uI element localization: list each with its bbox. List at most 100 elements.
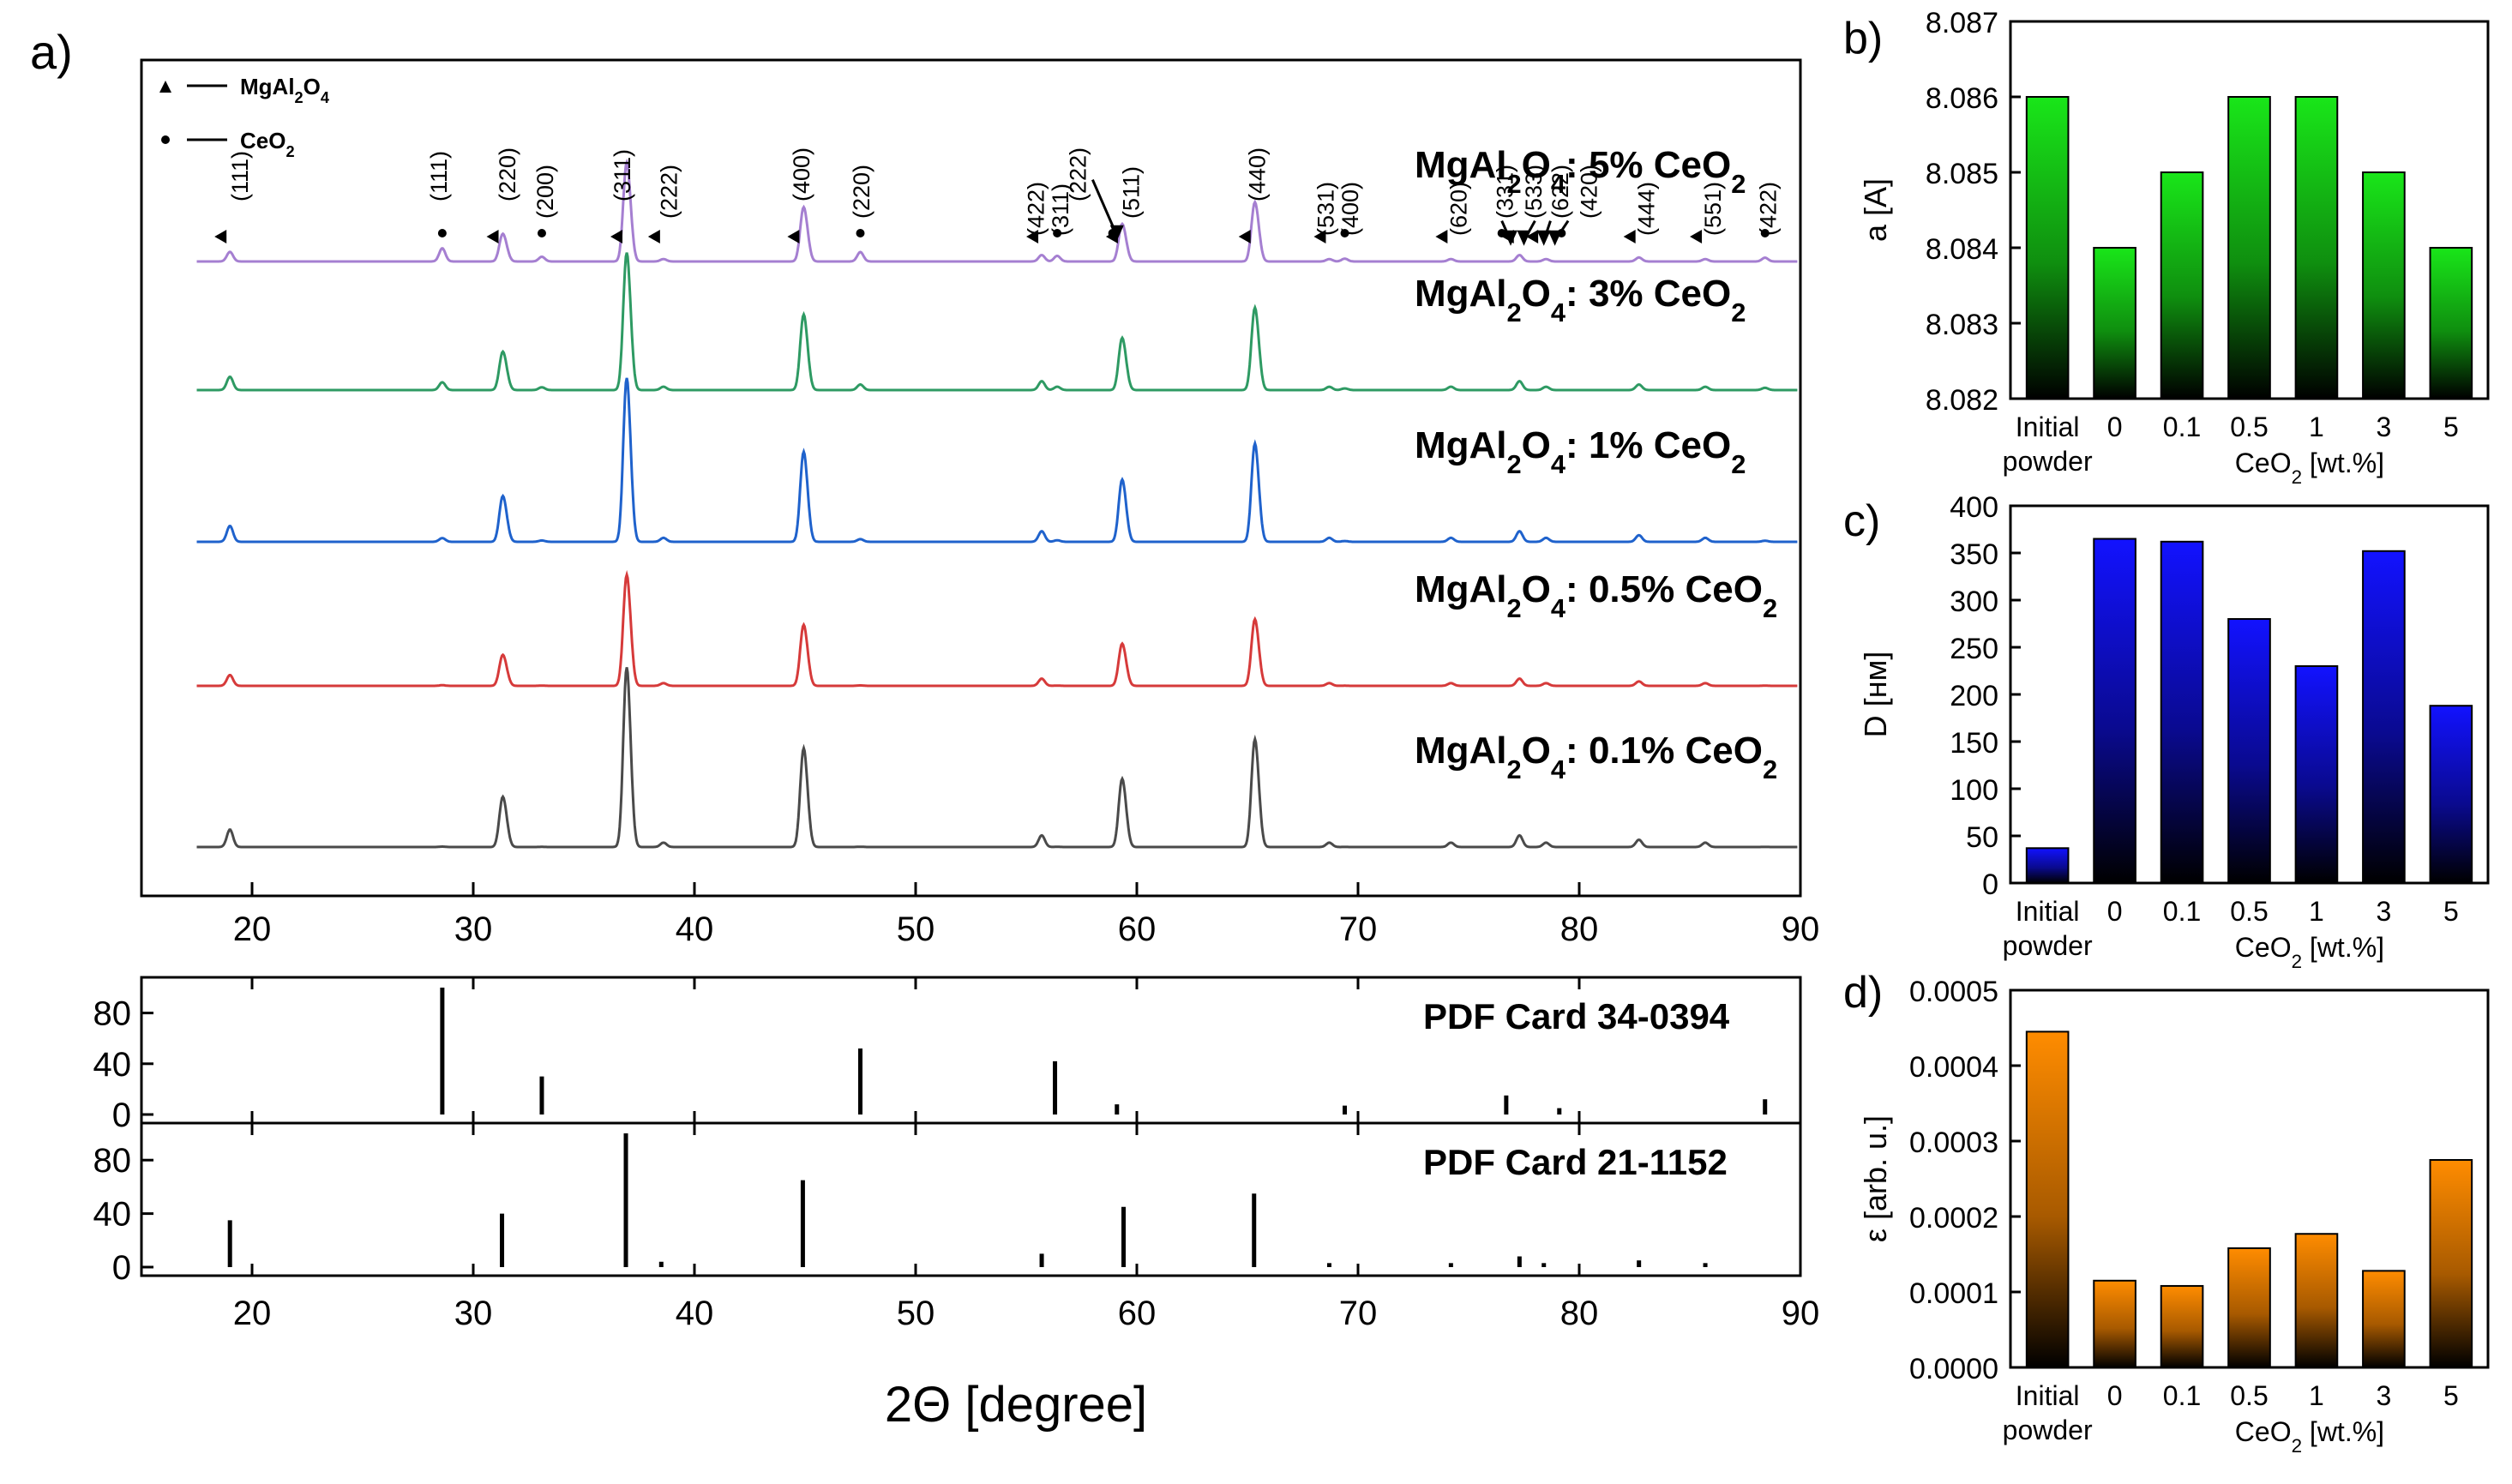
annotation-arrowhead-icon bbox=[1536, 230, 1551, 246]
bar bbox=[2429, 247, 2473, 400]
y-tick-label: 80 bbox=[93, 995, 132, 1033]
y-tick-label: 0.0002 bbox=[1909, 1202, 1998, 1235]
y-tick-label: 8.083 bbox=[1926, 309, 1998, 341]
bar bbox=[2294, 665, 2339, 884]
bar bbox=[2294, 96, 2339, 400]
xrd-series-line bbox=[196, 158, 1798, 263]
miller-index-label: (111) bbox=[227, 151, 253, 201]
x-tick-label: 50 bbox=[897, 910, 935, 948]
xrd-series-line bbox=[196, 667, 1798, 849]
bar bbox=[2160, 1284, 2204, 1368]
bar bbox=[2362, 171, 2406, 400]
pdf-card-name: PDF Card 34-0394 bbox=[1423, 996, 1730, 1036]
bar bbox=[2093, 1279, 2136, 1369]
sample-label: MgAl2O4: 3% CeO2 bbox=[1415, 273, 1746, 327]
x-tick-label: 90 bbox=[1782, 910, 1820, 948]
miller-index-label: (533) bbox=[1521, 165, 1547, 219]
y-tick-label: 50 bbox=[1966, 821, 1998, 854]
miller-index-label: (200) bbox=[532, 165, 558, 219]
category-label: 3 bbox=[2377, 1380, 2392, 1411]
category-label: 5 bbox=[2443, 412, 2459, 442]
miller-index-label: (220) bbox=[849, 165, 874, 219]
annotation-arrowhead-icon bbox=[1109, 225, 1124, 241]
y-axis-label: D [нм] bbox=[1858, 652, 1893, 738]
y-tick-label: 8.086 bbox=[1926, 82, 1998, 115]
bar bbox=[2294, 1233, 2339, 1368]
spinel-marker-icon bbox=[610, 230, 623, 243]
legend-label: CeO2 bbox=[240, 128, 295, 160]
bar bbox=[2025, 847, 2070, 884]
category-label: 0.1 bbox=[2163, 412, 2201, 442]
category-label: 0 bbox=[2107, 896, 2123, 927]
y-tick-label: 300 bbox=[1950, 586, 1998, 618]
xrd-pattern-panel: 20 30 40 50 60 70 80 90 MgAl2O4: 5% CeO2 MgAl2O4:… bbox=[140, 58, 1820, 948]
category-label: 1 bbox=[2309, 896, 2324, 927]
y-tick-label: 8.085 bbox=[1926, 158, 1998, 190]
y-tick-label: 40 bbox=[93, 1196, 132, 1234]
x-tick-label: 40 bbox=[676, 1295, 714, 1332]
y-tick-label: 0.0004 bbox=[1909, 1051, 1998, 1084]
ceria-marker-icon bbox=[537, 229, 546, 237]
annotation-arrowhead-icon bbox=[1504, 230, 1518, 246]
bar bbox=[2227, 1247, 2271, 1368]
spinel-marker-icon bbox=[1026, 230, 1039, 243]
bar bbox=[2093, 247, 2136, 400]
sample-label: MgAl2O4: 0.1% CeO2 bbox=[1415, 730, 1777, 784]
spinel-marker-icon bbox=[1690, 230, 1703, 243]
x-tick-label: 30 bbox=[454, 910, 493, 948]
category-label: Initial powder bbox=[2003, 412, 2093, 477]
panel-c-label: c) bbox=[1843, 496, 1880, 546]
ceria-marker-icon bbox=[856, 229, 865, 237]
pdf-card-panel: 0 40 80 PDF Card 34-0394 0 40 80 PDF Card 21-11… bbox=[93, 976, 1819, 1332]
spinel-marker-icon bbox=[486, 230, 499, 243]
xrd-series-line bbox=[196, 569, 1798, 688]
bar bbox=[2227, 96, 2271, 400]
bar bbox=[2429, 1159, 2473, 1368]
x-tick-label: 60 bbox=[1118, 910, 1157, 948]
y-tick-label: 250 bbox=[1950, 633, 1998, 665]
category-label: 0.5 bbox=[2230, 1380, 2268, 1411]
ceria-marker-icon bbox=[1340, 229, 1349, 237]
miller-index-label: (531) bbox=[1313, 182, 1339, 236]
bar bbox=[2160, 171, 2204, 400]
category-label: 3 bbox=[2377, 412, 2392, 442]
bar bbox=[2160, 540, 2204, 884]
category-label: 0.5 bbox=[2230, 896, 2268, 927]
x-tick-label: 80 bbox=[1560, 910, 1599, 948]
y-tick-label: 0.0001 bbox=[1909, 1277, 1998, 1310]
sample-label: MgAl2O4: 1% CeO2 bbox=[1415, 424, 1746, 479]
y-tick-label: 200 bbox=[1950, 680, 1998, 712]
y-tick-label: 8.087 bbox=[1926, 7, 1998, 39]
y-tick-label: 0.0000 bbox=[1909, 1353, 1998, 1385]
legend-label: MgAl2O4 bbox=[240, 74, 330, 106]
miller-index-label: (311) bbox=[1048, 183, 1073, 236]
category-label: 1 bbox=[2309, 1380, 2324, 1411]
category-label: 0.1 bbox=[2163, 1380, 2201, 1411]
miller-index-label: (422) bbox=[1024, 182, 1049, 236]
miller-index-label: (220) bbox=[495, 147, 520, 201]
y-tick-label: 0 bbox=[112, 1249, 131, 1287]
miller-index-label: (444) bbox=[1634, 182, 1660, 236]
ceria-marker-icon bbox=[1497, 229, 1506, 237]
x-tick-label: 50 bbox=[897, 1295, 935, 1332]
miller-index-label: (331) bbox=[1493, 165, 1518, 219]
miller-index-label: (422) bbox=[1756, 182, 1782, 236]
sample-label: MgAl2O4: 0.5% CeO2 bbox=[1415, 568, 1777, 623]
spinel-marker-icon bbox=[1623, 230, 1636, 243]
spinel-marker-icon bbox=[1313, 230, 1326, 243]
x-tick-label: 70 bbox=[1339, 910, 1378, 948]
pdf-card-name: PDF Card 21-1152 bbox=[1423, 1142, 1728, 1182]
xrd-series-line bbox=[196, 377, 1798, 544]
pdf-card-frame bbox=[140, 1121, 1802, 1277]
panel-a-label: a) bbox=[30, 25, 73, 79]
spinel-marker-icon bbox=[214, 230, 227, 243]
x-tick-label: 80 bbox=[1560, 1295, 1599, 1332]
y-axis-label: a [A] bbox=[1858, 178, 1893, 242]
miller-index-label: (440) bbox=[1245, 147, 1271, 201]
miller-index-label: (622) bbox=[1547, 165, 1573, 219]
panel-d-label: d) bbox=[1843, 968, 1883, 1018]
spinel-marker-icon bbox=[647, 230, 660, 243]
category-label: 5 bbox=[2443, 896, 2459, 927]
